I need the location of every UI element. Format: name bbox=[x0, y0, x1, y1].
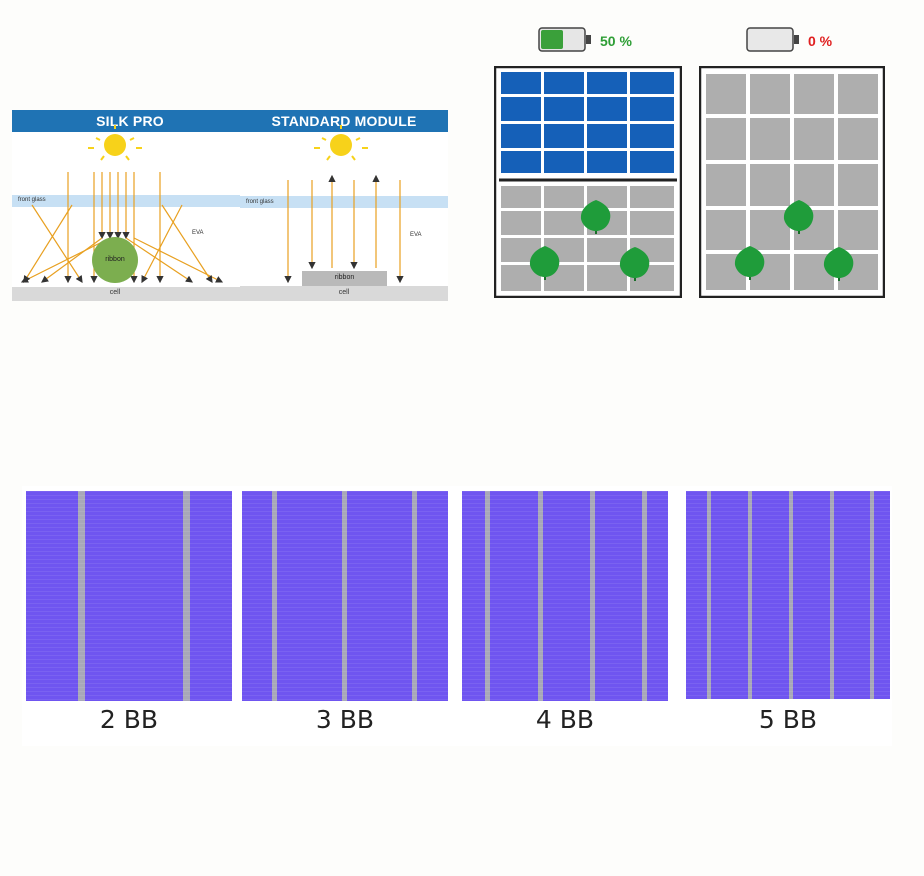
sun-icon bbox=[314, 125, 368, 161]
leaf-icon bbox=[783, 200, 814, 234]
battery-empty-icon bbox=[746, 27, 799, 52]
module-full-cell-diagram bbox=[699, 66, 885, 298]
leaf-icon bbox=[580, 200, 611, 234]
leaf-icon bbox=[619, 247, 650, 281]
front-glass-label: front glass bbox=[18, 197, 46, 203]
battery-half-icon bbox=[538, 27, 591, 52]
bb-label-3: 3 BB bbox=[315, 705, 375, 734]
front-glass-label: front glass bbox=[246, 199, 274, 205]
bb-label-4: 4 BB bbox=[535, 705, 595, 734]
standard-module-diagram bbox=[240, 125, 448, 301]
standard-module-title: STANDARD MODULE bbox=[240, 110, 448, 132]
battery-left-label: 50 % bbox=[600, 33, 632, 49]
silk-pro-panel: SILK PRO bbox=[12, 110, 248, 301]
silk-pro-diagram bbox=[12, 125, 248, 301]
leaf-icon bbox=[529, 246, 560, 280]
sun-icon bbox=[88, 125, 142, 161]
finger-lines-overlay bbox=[26, 491, 890, 701]
silk-pro-title: SILK PRO bbox=[12, 110, 248, 132]
ribbon-label: ribbon bbox=[105, 256, 125, 263]
standard-module-panel: STANDARD MODULE bbox=[240, 110, 448, 301]
eva-label: EVA bbox=[192, 230, 204, 236]
bb-label-5: 5 BB bbox=[758, 705, 818, 734]
ribbon-label: ribbon bbox=[334, 274, 355, 281]
battery-right-label: 0 % bbox=[808, 33, 833, 49]
cell-label: cell bbox=[338, 289, 350, 296]
leaf-icon bbox=[734, 246, 765, 280]
eva-label: EVA bbox=[410, 232, 422, 238]
cell-label: cell bbox=[109, 289, 121, 296]
module-half-cell-diagram bbox=[494, 66, 682, 298]
bb-label-2: 2 BB bbox=[99, 705, 159, 734]
leaf-icon bbox=[823, 247, 854, 281]
